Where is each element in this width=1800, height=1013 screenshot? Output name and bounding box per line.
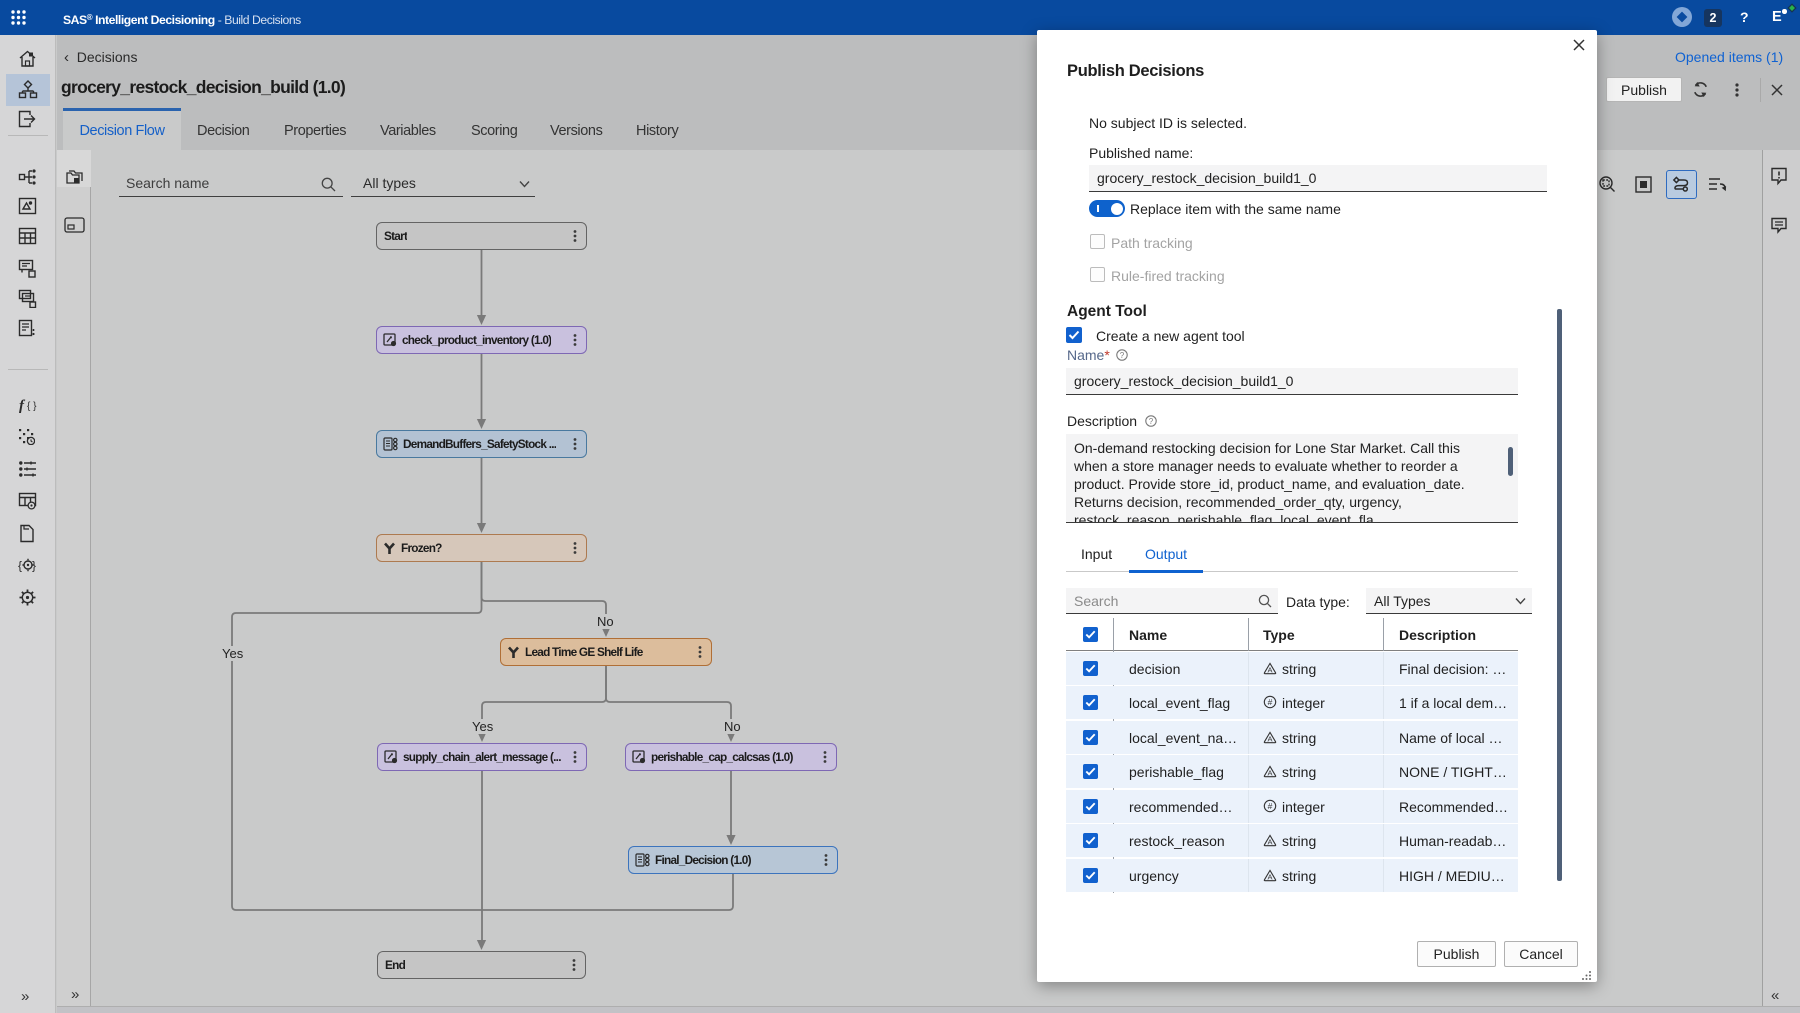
svg-text:{: {	[18, 559, 22, 573]
svg-text:#: #	[1268, 801, 1273, 811]
svg-text:f: f	[19, 398, 26, 414]
svg-text:A: A	[1267, 838, 1272, 847]
svg-text:A: A	[1267, 734, 1272, 743]
svg-text:A: A	[1267, 769, 1272, 778]
svg-text:A: A	[1267, 872, 1272, 881]
svg-text:{ }: { }	[27, 401, 37, 412]
svg-text:A: A	[1267, 665, 1272, 674]
svg-text:?: ?	[1120, 351, 1125, 360]
svg-text:#: #	[1268, 697, 1273, 707]
svg-text:?: ?	[1149, 417, 1154, 426]
svg-text:}: }	[32, 559, 36, 573]
